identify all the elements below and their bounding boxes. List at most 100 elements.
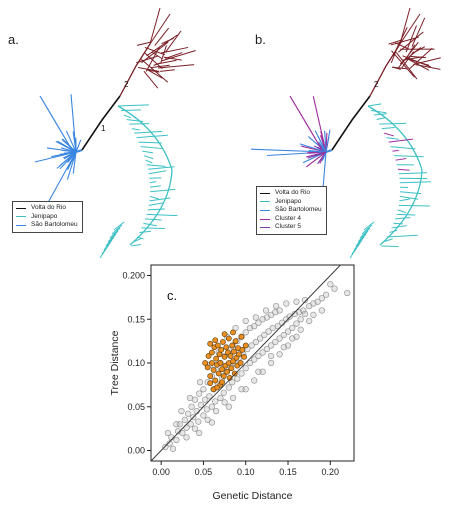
gray-point bbox=[208, 419, 215, 426]
gray-point bbox=[251, 356, 258, 363]
maroon-branch bbox=[391, 66, 408, 70]
sao-branch bbox=[314, 130, 327, 153]
sao-long-branch bbox=[289, 95, 323, 151]
jenipapo-branch bbox=[147, 166, 175, 170]
orange-point bbox=[230, 348, 237, 355]
jenipapo-branch bbox=[397, 209, 407, 214]
gray-point bbox=[259, 368, 266, 375]
orange-point bbox=[214, 384, 220, 391]
maroon-branch bbox=[148, 69, 160, 73]
maroon-branch bbox=[144, 52, 163, 70]
jenipapo-branch bbox=[395, 158, 407, 161]
orange-point bbox=[220, 373, 227, 380]
jenipapo-branch bbox=[149, 185, 161, 188]
orange-point bbox=[212, 377, 219, 384]
y-tick-label: 0.00 bbox=[127, 446, 145, 456]
jenipapo-branch bbox=[126, 119, 144, 122]
gray-point bbox=[181, 416, 188, 423]
orange-point bbox=[204, 364, 211, 371]
gray-point bbox=[197, 401, 205, 409]
jenipapo-branch bbox=[394, 155, 424, 158]
orange-point bbox=[225, 335, 232, 342]
jenipapo-branch bbox=[140, 146, 163, 150]
orange-point bbox=[207, 380, 214, 387]
sao-branch bbox=[59, 151, 77, 155]
gray-point bbox=[314, 298, 321, 305]
gray-point bbox=[276, 307, 283, 314]
maroon-branch bbox=[143, 70, 159, 89]
legend-b: Volta do Rio Jenipapo São Bartolomeu Cluste… bbox=[256, 186, 327, 235]
gray-point bbox=[248, 342, 255, 349]
gray-point bbox=[252, 338, 259, 346]
jenipapo-branch bbox=[381, 126, 395, 130]
gray-point bbox=[188, 403, 195, 410]
sao-branch bbox=[56, 140, 77, 153]
legend-swatch bbox=[260, 227, 270, 229]
gray-point bbox=[195, 418, 202, 425]
jenipapo-tip bbox=[105, 233, 117, 247]
jenipapo-branch bbox=[399, 181, 431, 184]
x-tick-label: 0.00 bbox=[152, 467, 170, 477]
gray-point bbox=[272, 338, 279, 346]
gray-point bbox=[318, 295, 325, 302]
jenipapo-branch bbox=[379, 122, 407, 125]
maroon-branch bbox=[138, 66, 160, 72]
legend-item: Volta do Rio bbox=[16, 204, 78, 213]
gray-point bbox=[242, 329, 249, 336]
jenipapo-tip bbox=[111, 224, 123, 235]
maroon-branch bbox=[160, 45, 167, 63]
jenipapo-branch bbox=[148, 170, 167, 175]
sao-branch bbox=[56, 151, 77, 169]
gray-point bbox=[183, 434, 190, 441]
jenipapo-branch bbox=[399, 198, 411, 202]
orange-point bbox=[221, 331, 228, 338]
node-label: 2 bbox=[374, 80, 379, 89]
jenipapo-tip bbox=[355, 233, 367, 247]
maroon-branch bbox=[395, 52, 418, 80]
tree-group bbox=[250, 7, 441, 259]
maroon-branch bbox=[161, 50, 196, 62]
maroon-branch bbox=[409, 47, 433, 70]
gray-point bbox=[246, 359, 254, 367]
legend-item: São Bartolomeu bbox=[16, 221, 78, 230]
sao-branch bbox=[307, 136, 327, 153]
gray-point bbox=[169, 445, 177, 452]
x-tick-label: 0.15 bbox=[279, 467, 297, 477]
orange-point bbox=[207, 373, 214, 380]
orange-point bbox=[205, 353, 212, 359]
gray-point bbox=[229, 394, 237, 402]
orange-point bbox=[224, 368, 231, 375]
gray-point bbox=[344, 289, 351, 297]
legend-item: Cluster 4 bbox=[260, 215, 322, 224]
maroon-branch bbox=[158, 64, 195, 69]
jenipapo-branch bbox=[149, 195, 159, 200]
jenipapo-branch bbox=[397, 168, 410, 171]
legend-swatch bbox=[16, 224, 26, 226]
gray-point bbox=[273, 303, 280, 310]
maroon-branch bbox=[388, 39, 403, 45]
gray-point bbox=[225, 384, 232, 391]
gray-point bbox=[268, 359, 275, 367]
gray-point bbox=[280, 344, 287, 351]
sao-branch bbox=[305, 151, 327, 168]
jenipapo-tip bbox=[359, 227, 371, 239]
jenipapo-branch bbox=[131, 128, 140, 131]
orange-point bbox=[223, 344, 230, 351]
jenipapo-tip bbox=[109, 227, 121, 239]
panel-c-label: c. bbox=[167, 288, 177, 303]
jenipapo-branch bbox=[392, 149, 399, 152]
sao-branch bbox=[318, 141, 327, 153]
jenipapo-tip bbox=[363, 221, 375, 231]
legend-swatch bbox=[260, 218, 270, 220]
jenipapo-branch bbox=[399, 195, 419, 200]
gray-point bbox=[196, 390, 203, 397]
maroon-branch bbox=[154, 27, 170, 46]
orange-point bbox=[231, 370, 238, 377]
jenipapo-branch bbox=[134, 238, 142, 242]
gray-point bbox=[301, 296, 309, 304]
orange-point bbox=[227, 353, 234, 359]
x-tick-label: 0.05 bbox=[195, 467, 213, 477]
jenipapo-branch bbox=[138, 141, 162, 144]
